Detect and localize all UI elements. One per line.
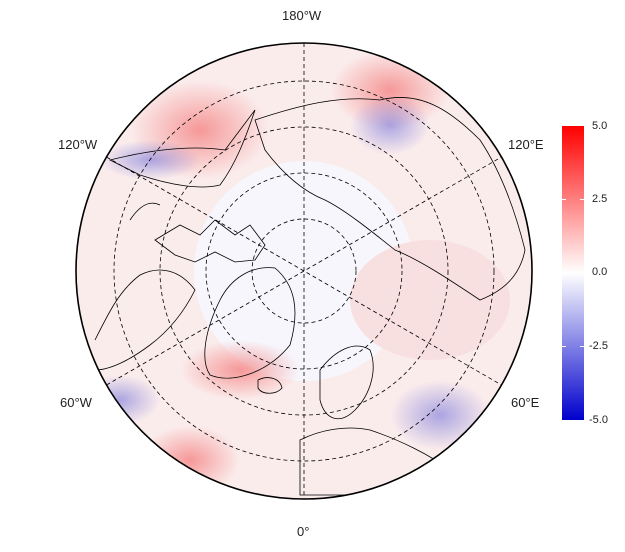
map-boundary bbox=[75, 42, 533, 500]
lon-label-120w: 120°W bbox=[58, 137, 98, 152]
scandinavia-coast bbox=[319, 345, 374, 420]
siberia-coast bbox=[254, 97, 526, 301]
alaska-coast bbox=[108, 109, 256, 188]
colorbar-tick-2.5: 2.5 bbox=[592, 193, 608, 205]
baffin-coast bbox=[129, 202, 161, 221]
lon-label-120e: 120°E bbox=[508, 137, 544, 152]
colorbar-tick-neg5: -5.0 bbox=[589, 414, 608, 426]
lon-label-60e: 60°E bbox=[511, 395, 540, 410]
lon-label-180w: 180°W bbox=[282, 8, 322, 23]
colorbar-bar bbox=[562, 126, 584, 420]
colorbar-ticks bbox=[562, 199, 584, 347]
canadian-archipelago-coast bbox=[154, 219, 266, 263]
lon-label-0: 0° bbox=[297, 524, 310, 539]
colorbar-tick-neg2.5: -2.5 bbox=[589, 340, 608, 352]
colorbar-tick-5: 5.0 bbox=[592, 120, 608, 132]
greenland-coast bbox=[204, 267, 296, 379]
north-america-coast bbox=[94, 269, 196, 371]
graticule bbox=[106, 43, 502, 499]
lon-label-60w: 60°W bbox=[60, 395, 92, 410]
iceland-coast bbox=[257, 377, 283, 394]
colorbar-tick-0: 0.0 bbox=[592, 266, 608, 278]
